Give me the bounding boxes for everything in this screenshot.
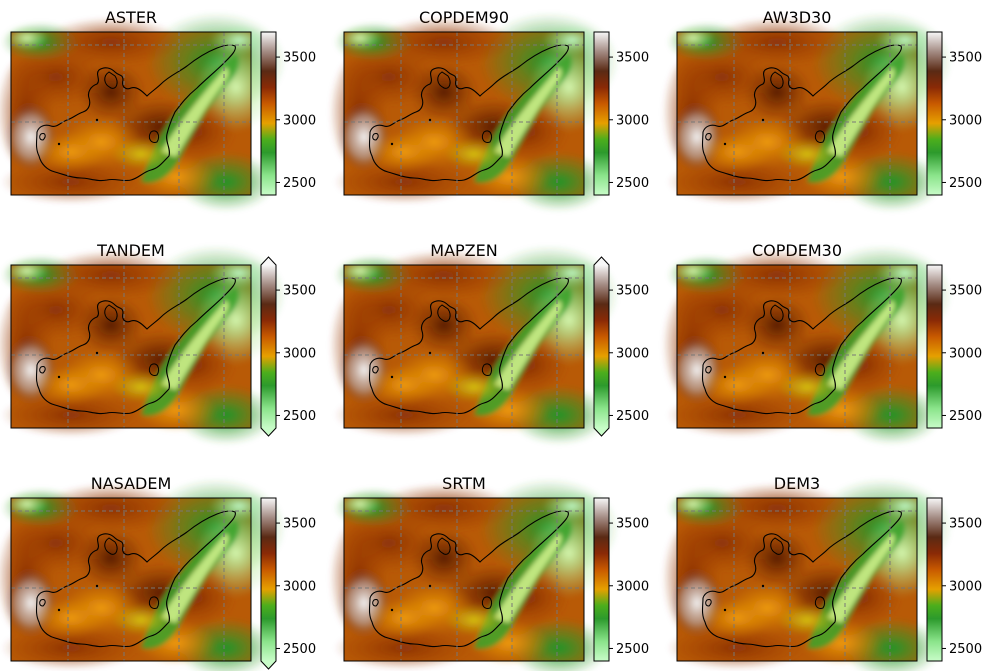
colorbar-tick-label: 3500 [616, 51, 649, 66]
colorbar-fill [594, 265, 609, 428]
colorbar-tick-label: 2500 [283, 409, 316, 424]
colorbar-tick-label: 3500 [616, 517, 649, 532]
colorbar-fill [594, 498, 609, 661]
colorbar: 2500 3000 3500 [926, 497, 982, 662]
colorbar: 2500 3000 3500 [260, 31, 316, 196]
colorbar-tick-label: 3000 [283, 113, 316, 128]
map-frame [343, 264, 585, 429]
colorbar-tick-label: 2500 [616, 642, 649, 657]
colorbar-tick-label: 2500 [283, 176, 316, 191]
map-frame [10, 264, 252, 429]
colorbar-tick-label: 3000 [949, 113, 982, 128]
colorbar-extend-min [261, 428, 276, 436]
colorbar-extend-min [261, 661, 276, 669]
colorbar-outline [593, 256, 610, 437]
dem-heatmap [329, 245, 619, 445]
map-frame [343, 497, 585, 662]
colorbar-fill [261, 265, 276, 428]
colorbar-tick-label: 3000 [283, 346, 316, 361]
colorbar-fill [927, 498, 942, 661]
colorbar-tick-label: 2500 [949, 642, 982, 657]
colorbar-tick-label: 3000 [616, 113, 649, 128]
colorbar-extend-min [594, 428, 609, 436]
dem-heatmap [662, 245, 952, 445]
colorbar-outline [926, 497, 943, 662]
colorbar-fill [594, 32, 609, 195]
colorbar: 2500 3000 3500 [593, 497, 649, 662]
colorbar-tick-label: 3500 [283, 284, 316, 299]
colorbar-tick-label: 3500 [949, 517, 982, 532]
map-frame [676, 497, 918, 662]
colorbar: 2500 3000 3500 [593, 256, 649, 437]
map-frame [343, 31, 585, 196]
colorbar-outline [260, 256, 277, 437]
dem-heatmap [0, 478, 286, 671]
colorbar-outline [593, 31, 610, 196]
colorbar-tick-label: 3500 [283, 517, 316, 532]
colorbar-outline [593, 497, 610, 662]
colorbar-tick-label: 3000 [949, 579, 982, 594]
colorbar-tick-label: 3500 [949, 284, 982, 299]
colorbar-tick-label: 2500 [949, 176, 982, 191]
dem-heatmap [662, 478, 952, 671]
map-frame [676, 31, 918, 196]
map-frame [10, 497, 252, 662]
dem-heatmap [329, 12, 619, 212]
colorbar: 2500 3000 3500 [260, 497, 316, 670]
colorbar-outline [260, 497, 277, 670]
colorbar-tick-label: 3500 [949, 51, 982, 66]
colorbar-fill [261, 32, 276, 195]
colorbar-extend-max [261, 257, 276, 265]
colorbar-extend-max [594, 257, 609, 265]
dem-heatmap [0, 245, 286, 445]
colorbar-outline [260, 31, 277, 196]
colorbar-tick-label: 3000 [616, 579, 649, 594]
colorbar-outline [926, 264, 943, 429]
colorbar-tick-label: 3000 [283, 579, 316, 594]
dem-heatmap [662, 12, 952, 212]
colorbar-tick-label: 2500 [283, 642, 316, 657]
colorbar: 2500 3000 3500 [926, 31, 982, 196]
colorbar-fill [927, 32, 942, 195]
dem-heatmap [329, 478, 619, 671]
colorbar-tick-label: 3500 [283, 51, 316, 66]
dem-heatmap [0, 12, 286, 212]
colorbar: 2500 3000 3500 [926, 264, 982, 429]
colorbar-tick-label: 3000 [616, 346, 649, 361]
colorbar-tick-label: 3000 [949, 346, 982, 361]
colorbar-fill [261, 498, 276, 661]
colorbar-outline [926, 31, 943, 196]
colorbar-fill [927, 265, 942, 428]
colorbar: 2500 3000 3500 [593, 31, 649, 196]
map-frame [10, 31, 252, 196]
map-frame [676, 264, 918, 429]
colorbar-tick-label: 2500 [616, 409, 649, 424]
colorbar-tick-label: 2500 [616, 176, 649, 191]
colorbar: 2500 3000 3500 [260, 256, 316, 437]
colorbar-tick-label: 2500 [949, 409, 982, 424]
colorbar-tick-label: 3500 [616, 284, 649, 299]
